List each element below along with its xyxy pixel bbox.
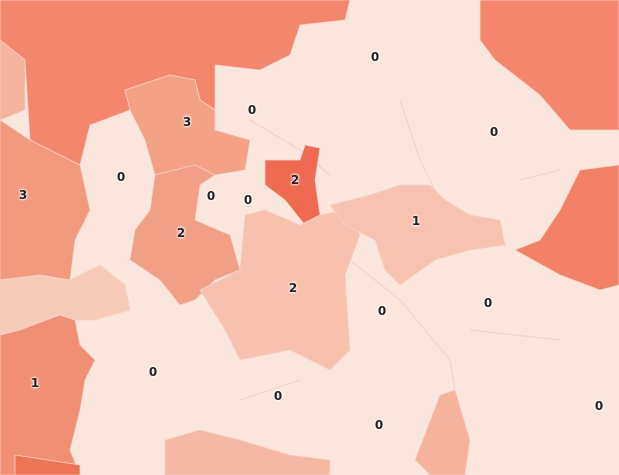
- region-central-2[interactable]: [199, 209, 361, 371]
- region-value-label: 0: [377, 304, 387, 318]
- region-value-label: 0: [273, 389, 283, 403]
- region-top-right[interactable]: [479, 0, 619, 131]
- region-value-label: 0: [148, 365, 158, 379]
- region-value-label: 0: [206, 189, 216, 203]
- region-value-label: 2: [176, 226, 186, 240]
- region-value-label: 0: [116, 170, 126, 184]
- region-value-label: 0: [489, 125, 499, 139]
- region-value-label: 0: [483, 296, 493, 310]
- region-value-label: 3: [18, 188, 28, 202]
- region-north-3[interactable]: [124, 74, 251, 176]
- region-value-label: 2: [288, 281, 298, 295]
- road-lines: [239, 99, 561, 421]
- region-value-label: 0: [374, 418, 384, 432]
- region-small-2[interactable]: [264, 144, 321, 226]
- region-southwest-1[interactable]: [0, 314, 96, 475]
- region-bottom-left[interactable]: [14, 454, 81, 475]
- region-value-label: 2: [290, 173, 300, 187]
- region-value-label: 0: [370, 50, 380, 64]
- region-bottom-center[interactable]: [164, 429, 331, 475]
- region-west-strip[interactable]: [0, 39, 26, 121]
- region-central-west-2[interactable]: [129, 164, 241, 306]
- region-value-label: 3: [182, 115, 192, 129]
- region-east[interactable]: [514, 164, 619, 291]
- region-value-label: 1: [411, 214, 421, 228]
- region-value-label: 0: [594, 399, 604, 413]
- region-value-label: 0: [243, 193, 253, 207]
- region-central-east-1[interactable]: [329, 184, 506, 286]
- region-value-label: 0: [247, 103, 257, 117]
- region-value-label: 1: [30, 376, 40, 390]
- region-bottom-strip[interactable]: [414, 389, 471, 475]
